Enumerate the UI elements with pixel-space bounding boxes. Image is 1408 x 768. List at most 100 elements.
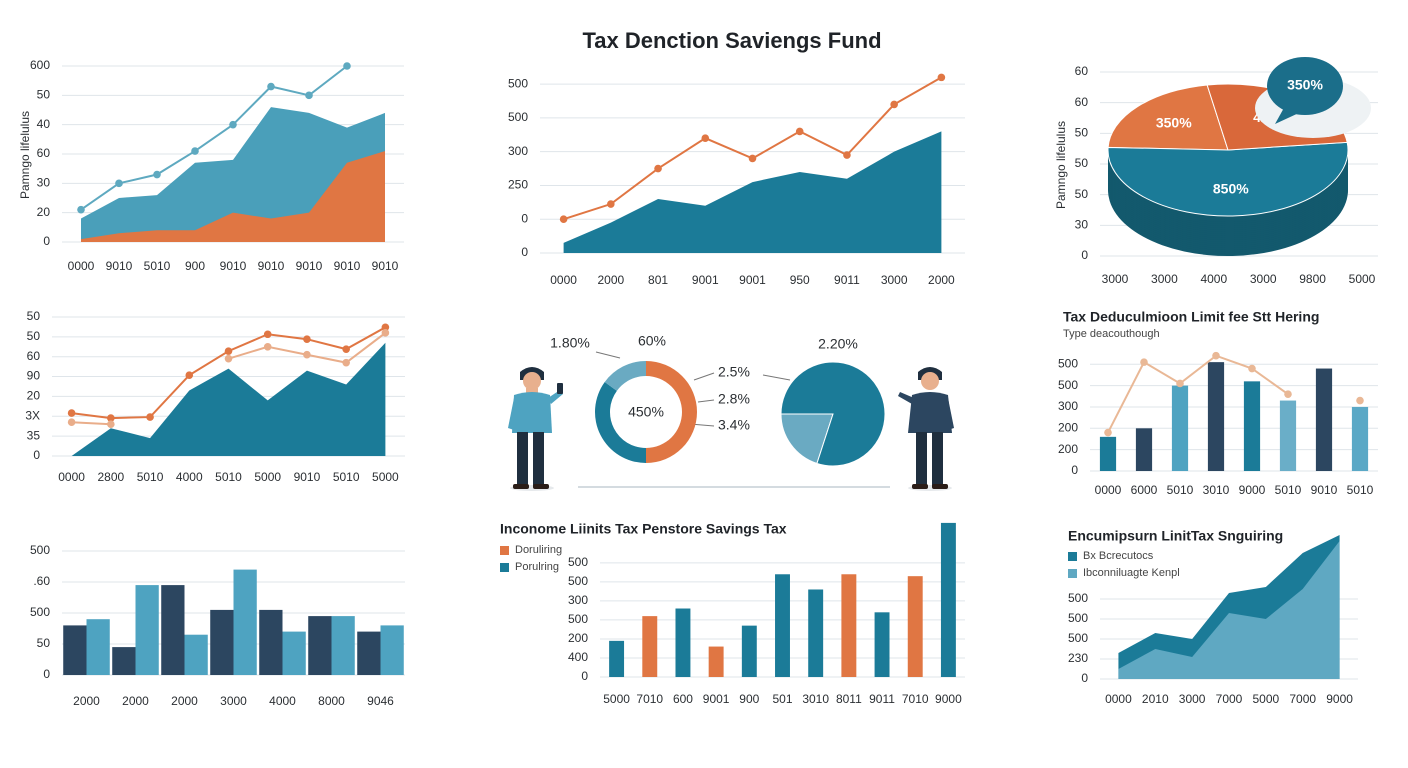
line-point (559, 215, 568, 224)
line-point (77, 205, 85, 214)
x-tick-label: 3000 (1151, 272, 1178, 286)
bar (642, 616, 658, 677)
bar (135, 585, 159, 675)
line-point (153, 170, 161, 179)
y-tick-label: 0 (43, 667, 50, 681)
x-tick-label: 0000 (550, 273, 577, 287)
y-tick-label: 60 (1075, 64, 1089, 78)
line-point (67, 418, 76, 427)
bar (380, 625, 404, 675)
x-tick-label: 5010 (1347, 483, 1374, 497)
chart-title: Encumipsurn LinitTax Snguiring (1068, 528, 1283, 544)
line-point (263, 330, 272, 339)
x-tick-label: 2000 (597, 273, 624, 287)
line-point (185, 371, 194, 379)
x-tick-label: 5010 (333, 470, 360, 484)
bar (1135, 428, 1153, 471)
x-tick-label: 3000 (1102, 272, 1129, 286)
y-tick-label: 50 (27, 309, 41, 323)
x-tick-label: 9010 (220, 259, 247, 273)
x-tick-label: 4000 (269, 694, 296, 708)
line-point (1248, 364, 1256, 373)
y-tick-label: 600 (30, 58, 50, 72)
line-point (1212, 351, 1220, 360)
bar (775, 574, 790, 677)
x-tick-label: 4000 (176, 470, 203, 484)
y-tick-label: 60 (27, 349, 41, 363)
bar (331, 616, 355, 675)
bar (1315, 368, 1333, 471)
y-tick-label: 500 (1068, 611, 1088, 625)
y-tick-label: 40 (37, 117, 51, 131)
y-tick-label: 500 (1058, 378, 1078, 392)
x-tick-label: 900 (739, 692, 759, 706)
y-tick-label: 35 (27, 428, 41, 442)
y-axis-label: Pamngo lifelulus (1054, 121, 1068, 209)
y-tick-label: 30 (1075, 218, 1089, 232)
line-point (146, 413, 154, 421)
y-tick-label: 60 (1075, 95, 1089, 109)
bar (86, 619, 110, 675)
x-tick-label: 2000 (73, 694, 100, 708)
x-tick-label: 9010 (1311, 483, 1338, 497)
x-tick-label: 2000 (928, 273, 955, 287)
bar (874, 612, 890, 677)
line-point (795, 127, 804, 136)
line-point (1104, 428, 1112, 437)
x-tick-label: 2010 (1142, 692, 1169, 706)
y-tick-label: 250 (508, 178, 528, 192)
annotation: 60% (638, 333, 666, 349)
line-point (701, 134, 710, 142)
bar (1279, 400, 1297, 471)
bar (940, 522, 956, 677)
y-tick-label: 500 (508, 76, 528, 90)
x-tick-label: 9001 (692, 273, 719, 287)
bar (210, 609, 234, 675)
area (71, 342, 386, 456)
annotation: 2.20% (818, 336, 858, 352)
x-tick-label: 5010 (144, 259, 171, 273)
x-tick-label: 950 (790, 273, 810, 287)
x-tick-label: 9011 (834, 273, 860, 287)
annotation: 2.5% (718, 364, 750, 380)
x-tick-label: 9011 (869, 692, 895, 706)
callout-bubble (1267, 57, 1343, 115)
line-point (607, 200, 615, 208)
donut-segment (604, 361, 646, 391)
person-left (508, 367, 563, 491)
y-tick-label: 3X (25, 408, 40, 422)
line-point (224, 347, 233, 355)
annotation: 450% (628, 404, 664, 420)
y-tick-label: 50 (37, 636, 51, 650)
x-tick-label: 5000 (603, 692, 630, 706)
x-tick-label: 9046 (367, 694, 394, 708)
line-point (1284, 390, 1292, 398)
pie-slice (1107, 84, 1229, 151)
x-tick-label: 9000 (935, 692, 962, 706)
annotation: 1.80% (550, 335, 590, 351)
page-title: Tax Denction Saviengs Fund (582, 28, 881, 53)
y-tick-label: 200 (568, 631, 588, 645)
y-tick-label: 300 (1058, 399, 1078, 413)
x-tick-label: 5000 (254, 470, 281, 484)
x-tick-label: 9010 (372, 259, 399, 273)
bar (63, 625, 87, 675)
x-tick-label: 9010 (294, 470, 321, 484)
x-tick-label: 7000 (1216, 692, 1243, 706)
callout-label: 350% (1287, 77, 1323, 93)
y-tick-label: 20 (27, 389, 41, 403)
bar (282, 631, 306, 675)
legend-label: Doruliring (515, 544, 562, 556)
x-tick-label: 0000 (1095, 483, 1122, 497)
y-tick-label: 300 (508, 144, 528, 158)
line-point (115, 179, 123, 188)
x-tick-label: 7010 (636, 692, 663, 706)
x-tick-label: 5000 (1253, 692, 1280, 706)
y-tick-label: 0 (1081, 671, 1088, 685)
person-right (898, 367, 954, 491)
y-tick-label: 200 (1058, 420, 1078, 434)
y-tick-label: 500 (568, 612, 588, 626)
line-point (748, 154, 757, 163)
bar (609, 640, 625, 677)
area (81, 107, 385, 242)
